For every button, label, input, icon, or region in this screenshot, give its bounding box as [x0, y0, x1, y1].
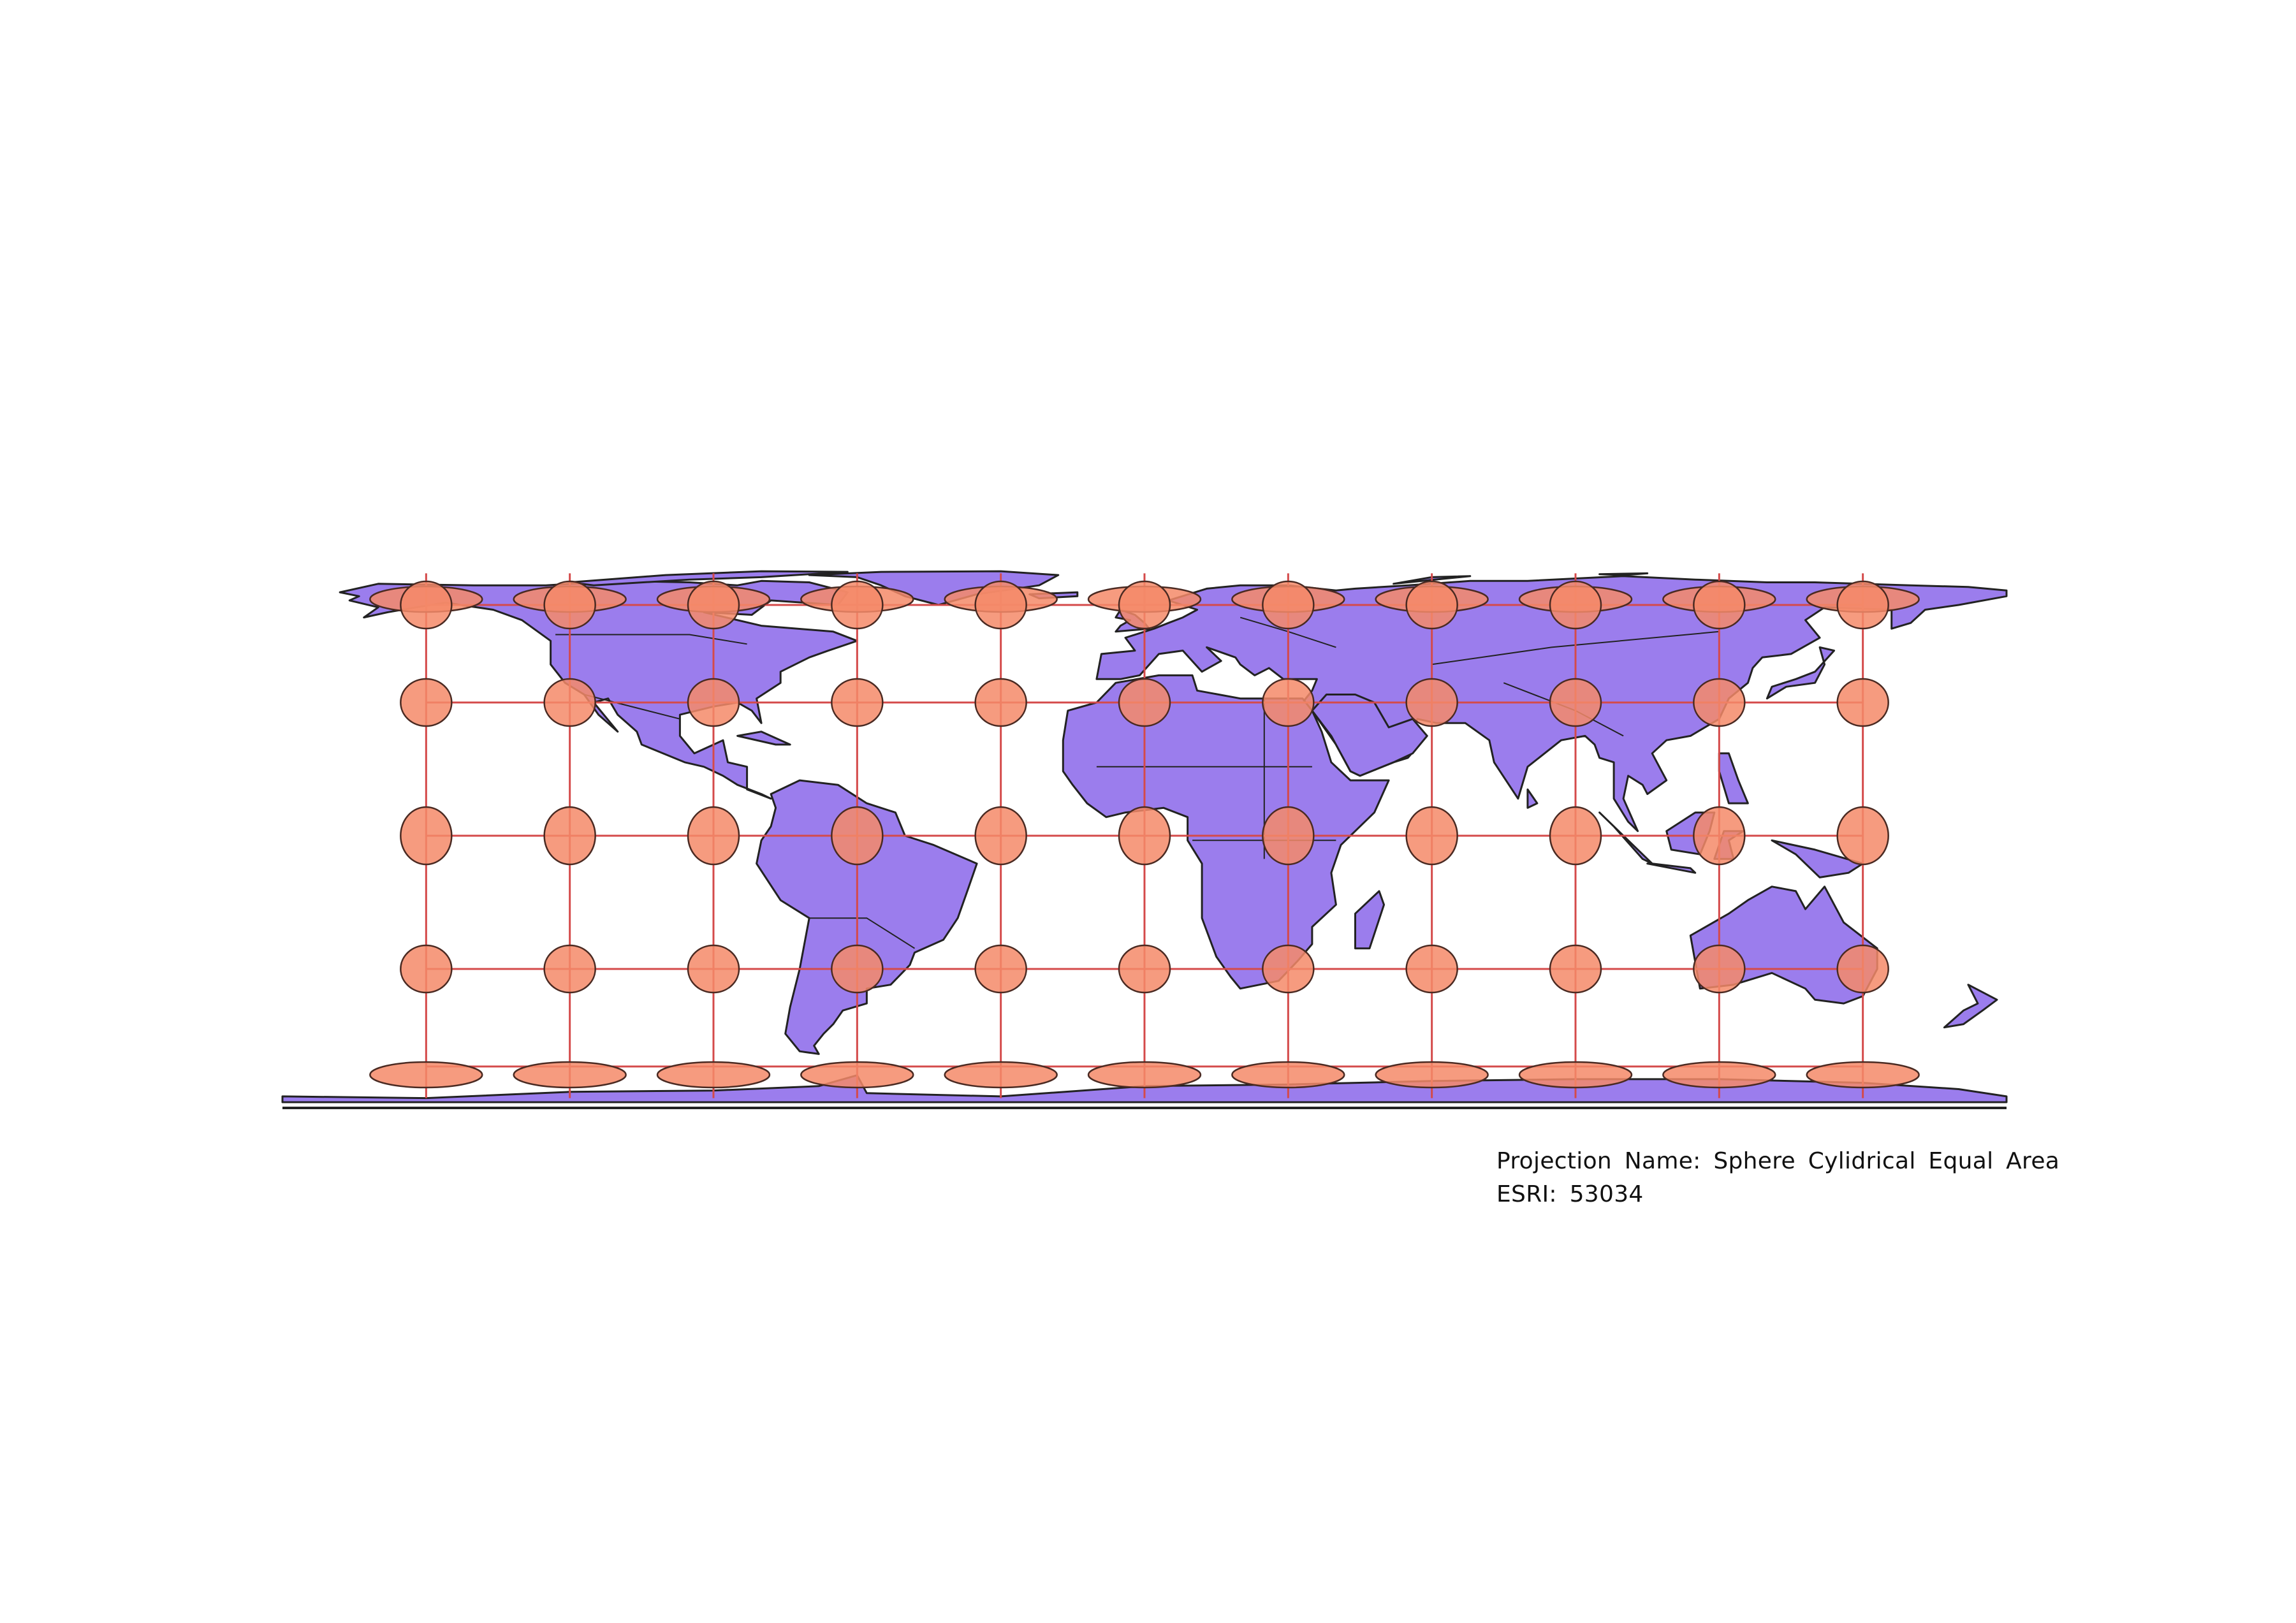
land-arabia	[1311, 694, 1428, 777]
land-south-america	[756, 779, 978, 1055]
indicatrix-ellipse	[687, 806, 740, 866]
indicatrix-ellipse	[1836, 806, 1889, 866]
country-border	[583, 694, 680, 720]
indicatrix-ellipse	[1693, 806, 1746, 866]
indicatrix-ellipse	[1262, 678, 1315, 727]
indicatrix-ellipse	[543, 678, 596, 727]
land-madagascar	[1354, 890, 1386, 950]
indicatrix-ellipse	[800, 1061, 914, 1089]
land-indonesia-2	[1646, 862, 1697, 874]
indicatrix-ellipse	[974, 678, 1027, 727]
indicatrix-ellipse	[1693, 678, 1746, 727]
indicatrix-ellipse	[1405, 678, 1458, 727]
indicatrix-ellipse	[687, 944, 740, 994]
indicatrix-ellipse	[400, 580, 453, 630]
indicatrix-ellipse	[944, 1061, 1058, 1089]
indicatrix-ellipse	[1806, 1061, 1920, 1089]
tissot-indicatrices	[369, 580, 1920, 1089]
indicatrix-ellipse	[513, 1061, 627, 1089]
esri-code-text: ESRI: 53034	[1496, 1181, 1644, 1207]
indicatrix-ellipse	[1836, 678, 1889, 727]
indicatrix-ellipse	[831, 580, 884, 630]
indicatrix-ellipse	[1262, 944, 1315, 994]
land-indonesia-1	[1598, 812, 1653, 865]
indicatrix-ellipse	[543, 944, 596, 994]
indicatrix-ellipse	[1518, 1061, 1633, 1089]
indicatrix-ellipse	[831, 944, 884, 994]
indicatrix-ellipse	[369, 1061, 483, 1089]
indicatrix-ellipse	[400, 678, 453, 727]
indicatrix-ellipse	[1693, 580, 1746, 630]
projection-caption: Projection Name: Sphere Cylidrical Equal…	[1496, 1145, 2059, 1211]
land-sri-lanka	[1526, 788, 1539, 809]
indicatrix-ellipse	[1549, 678, 1602, 727]
indicatrix-ellipse	[1836, 580, 1889, 630]
indicatrix-ellipse	[1231, 1061, 1345, 1089]
country-border	[555, 634, 747, 645]
land-arctic-islands-1	[569, 570, 849, 586]
country-border	[1431, 630, 1720, 666]
indicatrix-ellipse	[1087, 1061, 1202, 1089]
land-new-zealand	[1943, 984, 1998, 1029]
indicatrix-ellipse	[831, 806, 884, 866]
indicatrix-ellipse	[1405, 944, 1458, 994]
indicatrix-ellipse	[687, 580, 740, 630]
indicatrix-ellipse	[1549, 580, 1602, 630]
indicatrix-ellipse	[831, 678, 884, 727]
indicatrix-ellipse	[1118, 678, 1171, 727]
country-border	[809, 917, 916, 949]
indicatrix-ellipse	[543, 806, 596, 866]
land-cuba	[736, 731, 791, 746]
indicatrix-ellipse	[1118, 944, 1171, 994]
land-philippines	[1718, 752, 1749, 804]
indicatrix-ellipse	[974, 580, 1027, 630]
indicatrix-ellipse	[1375, 1061, 1489, 1089]
indicatrix-ellipse	[1118, 806, 1171, 866]
indicatrix-ellipse	[1405, 806, 1458, 866]
indicatrix-ellipse	[1836, 944, 1889, 994]
indicatrix-ellipse	[974, 944, 1027, 994]
land-new-guinea	[1771, 839, 1864, 878]
indicatrix-ellipse	[400, 806, 453, 866]
land-japan	[1766, 646, 1836, 700]
indicatrix-ellipse	[1693, 944, 1746, 994]
indicatrix-ellipse	[1549, 944, 1602, 994]
indicatrix-ellipse	[1262, 806, 1315, 866]
indicatrix-ellipse	[543, 580, 596, 630]
indicatrix-ellipse	[1549, 806, 1602, 866]
indicatrix-ellipse	[656, 1061, 771, 1089]
indicatrix-ellipse	[974, 806, 1027, 866]
indicatrix-ellipse	[687, 678, 740, 727]
land-severnaya	[1598, 572, 1649, 576]
indicatrix-ellipse	[1118, 580, 1171, 630]
indicatrix-ellipse	[1262, 580, 1315, 630]
indicatrix-ellipse	[1662, 1061, 1776, 1089]
indicatrix-ellipse	[400, 944, 453, 994]
projection-name-text: Projection Name: Sphere Cylidrical Equal…	[1496, 1148, 2060, 1174]
indicatrix-ellipse	[1405, 580, 1458, 630]
